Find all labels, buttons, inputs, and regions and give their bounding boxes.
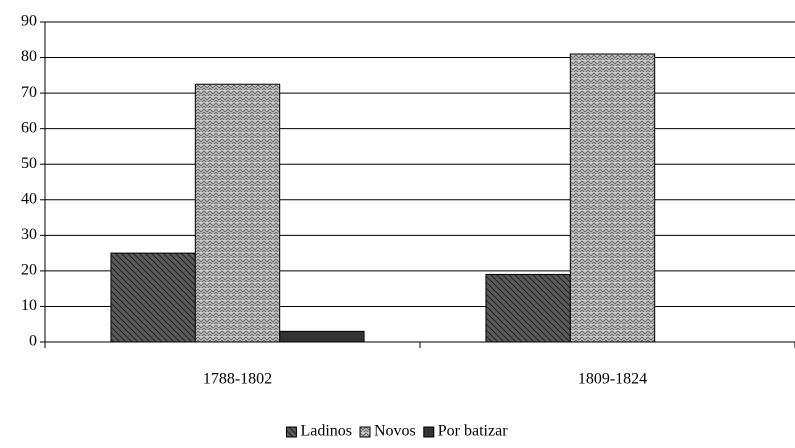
legend-label: Por batizar bbox=[438, 423, 508, 440]
y-tick-label: 80 bbox=[21, 48, 37, 65]
y-tick-label: 20 bbox=[21, 262, 37, 279]
y-tick-label: 70 bbox=[21, 84, 37, 101]
legend-label: Ladinos bbox=[300, 423, 352, 440]
y-tick-label: 50 bbox=[21, 155, 37, 172]
bar bbox=[569, 53, 656, 343]
legend-swatch bbox=[359, 426, 371, 438]
legend-swatch bbox=[285, 426, 297, 438]
y-tick-label: 30 bbox=[21, 226, 37, 243]
bar bbox=[279, 330, 365, 343]
y-tick-label: 0 bbox=[29, 333, 37, 350]
bar bbox=[485, 273, 571, 343]
x-tick-label: 1788-1802 bbox=[203, 371, 272, 388]
y-tick-label: 90 bbox=[21, 13, 37, 30]
bar bbox=[194, 83, 281, 343]
bar bbox=[110, 252, 196, 343]
x-tick-label: 1809-1824 bbox=[578, 371, 647, 388]
legend-swatch bbox=[423, 426, 435, 438]
y-tick-label: 10 bbox=[21, 297, 37, 314]
legend-label: Novos bbox=[374, 423, 416, 440]
y-tick-label: 40 bbox=[21, 190, 37, 207]
y-tick-label: 60 bbox=[21, 119, 37, 136]
